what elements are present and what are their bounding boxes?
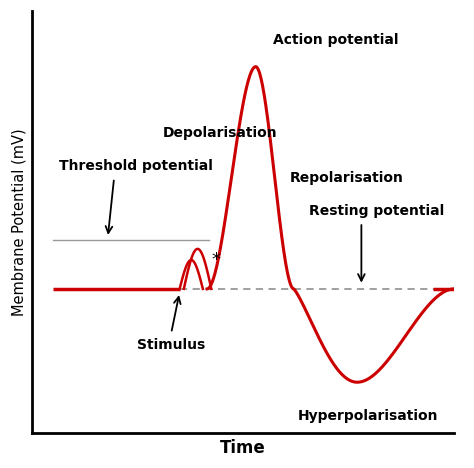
Text: Resting potential: Resting potential — [309, 204, 444, 218]
Text: Action potential: Action potential — [273, 33, 398, 47]
Text: Hyperpolarisation: Hyperpolarisation — [298, 409, 438, 423]
Text: *: * — [211, 251, 220, 269]
Text: Depolarisation: Depolarisation — [163, 126, 277, 140]
Text: Threshold potential: Threshold potential — [59, 159, 213, 173]
X-axis label: Time: Time — [220, 439, 266, 457]
Y-axis label: Membrane Potential (mV): Membrane Potential (mV) — [11, 128, 26, 316]
Text: Repolarisation: Repolarisation — [290, 171, 403, 185]
Text: Stimulus: Stimulus — [137, 338, 205, 352]
